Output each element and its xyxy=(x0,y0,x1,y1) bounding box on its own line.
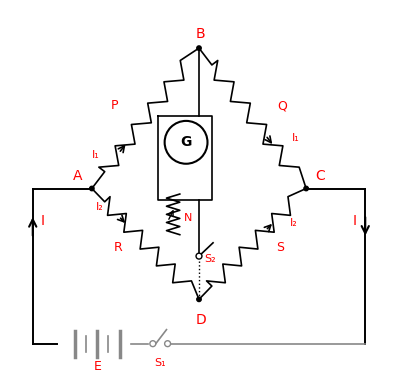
Text: I₁: I₁ xyxy=(292,133,299,143)
Text: N: N xyxy=(184,213,193,223)
Circle shape xyxy=(90,186,94,191)
Text: S₁: S₁ xyxy=(154,358,166,368)
Text: G: G xyxy=(180,135,192,149)
Text: Q: Q xyxy=(277,99,287,112)
Circle shape xyxy=(197,46,201,50)
Text: C: C xyxy=(315,169,325,183)
Circle shape xyxy=(197,297,201,302)
Text: I₂: I₂ xyxy=(96,202,103,212)
Text: B: B xyxy=(196,28,206,41)
Text: I₂: I₂ xyxy=(290,218,298,228)
Text: R: R xyxy=(113,241,122,254)
Text: S: S xyxy=(276,241,284,254)
Circle shape xyxy=(165,341,171,346)
Circle shape xyxy=(304,186,308,191)
Circle shape xyxy=(165,121,207,164)
Text: S₂: S₂ xyxy=(205,254,216,264)
Circle shape xyxy=(196,253,202,259)
Text: I₁: I₁ xyxy=(92,150,100,161)
Text: D: D xyxy=(195,313,206,327)
Text: A: A xyxy=(73,169,83,183)
Text: E: E xyxy=(94,360,101,373)
Text: I: I xyxy=(41,215,45,228)
Circle shape xyxy=(150,341,156,346)
Text: I: I xyxy=(353,215,357,228)
Text: P: P xyxy=(110,99,118,112)
